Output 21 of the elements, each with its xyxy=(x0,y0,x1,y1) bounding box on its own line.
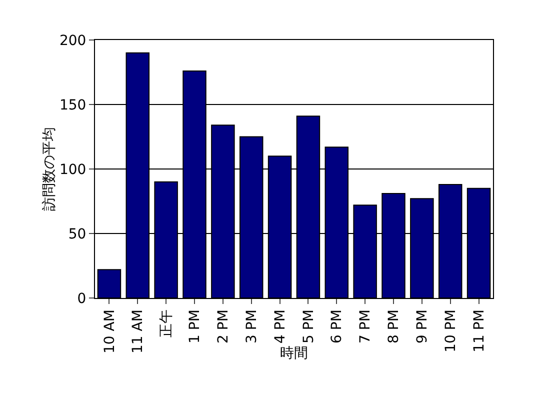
y-tick-label: 200 xyxy=(59,32,86,49)
y-tick-label: 50 xyxy=(68,226,86,242)
y-tick-label: 0 xyxy=(77,290,86,307)
x-tick-label: 7 PM xyxy=(358,310,374,344)
x-tick-label: 9 PM xyxy=(414,310,430,344)
x-tick-label: 正午 xyxy=(158,310,175,338)
x-tick-label: 4 PM xyxy=(272,310,288,344)
x-tick-label: 1 PM xyxy=(187,310,204,344)
x-tick-label: 11 PM xyxy=(471,310,488,352)
y-axis-title: 訪問数の平均 xyxy=(41,127,58,211)
x-tick-label: 10 PM xyxy=(442,310,459,352)
x-tick-label: 10 AM xyxy=(102,310,118,354)
x-tick-label: 11 AM xyxy=(130,310,146,354)
x-tick-label: 2 PM xyxy=(215,310,232,344)
x-tick-label: 5 PM xyxy=(300,310,317,344)
x-tick-label: 3 PM xyxy=(244,310,260,344)
x-axis-title: 時間 xyxy=(280,345,308,362)
y-tick-label: 150 xyxy=(59,97,86,114)
x-tick-label: 8 PM xyxy=(386,310,402,344)
y-tick-label: 100 xyxy=(59,162,86,178)
x-tick-label: 6 PM xyxy=(329,310,346,344)
